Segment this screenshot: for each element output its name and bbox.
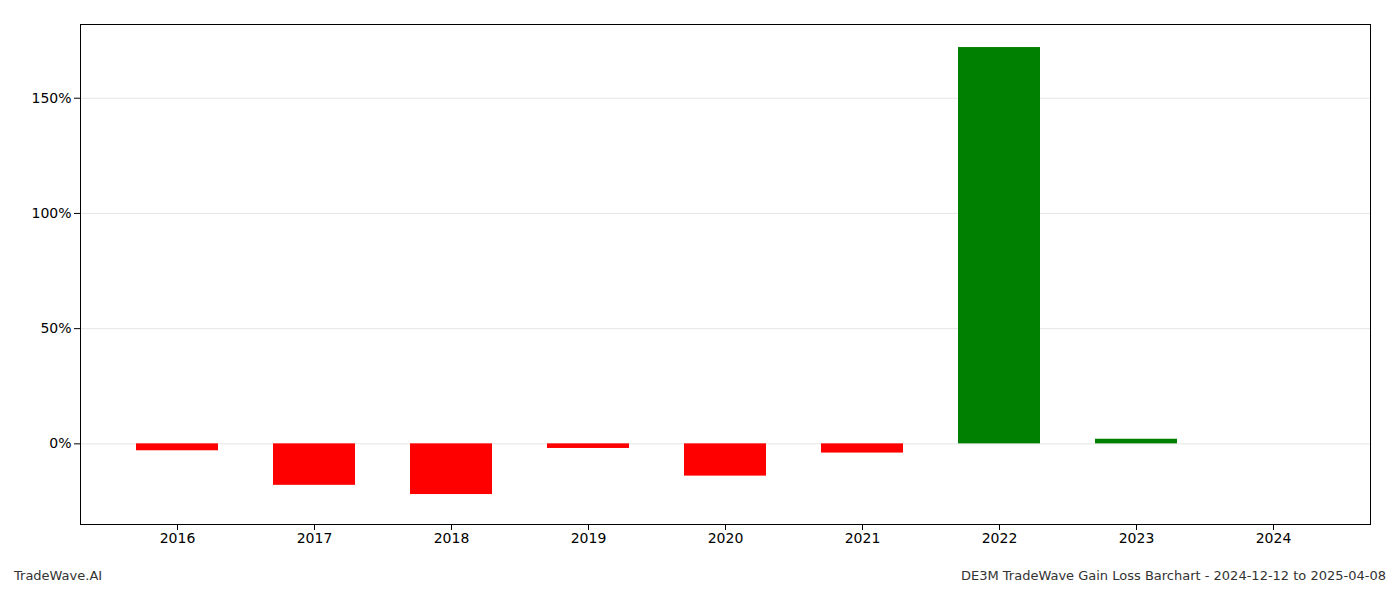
svg-text:100%: 100% [31, 205, 71, 221]
svg-text:2022: 2022 [982, 530, 1018, 546]
svg-text:2019: 2019 [571, 530, 607, 546]
svg-text:2016: 2016 [160, 530, 196, 546]
svg-text:2020: 2020 [708, 530, 744, 546]
html-text:TradeWave.AI: TradeWave.AI [14, 568, 103, 583]
svg-text:2017: 2017 [297, 530, 333, 546]
svg-text:150%: 150% [31, 90, 71, 106]
svg-text:2018: 2018 [434, 530, 470, 546]
svg-text:50%: 50% [40, 320, 71, 336]
html-text:DE3M TradeWave Gain Loss Barch: DE3M TradeWave Gain Loss Barchart - 2024… [961, 568, 1386, 583]
svg-text:0%: 0% [49, 435, 71, 451]
svg-text:2023: 2023 [1119, 530, 1155, 546]
svg-text:2024: 2024 [1256, 530, 1292, 546]
svg-text:2021: 2021 [845, 530, 881, 546]
